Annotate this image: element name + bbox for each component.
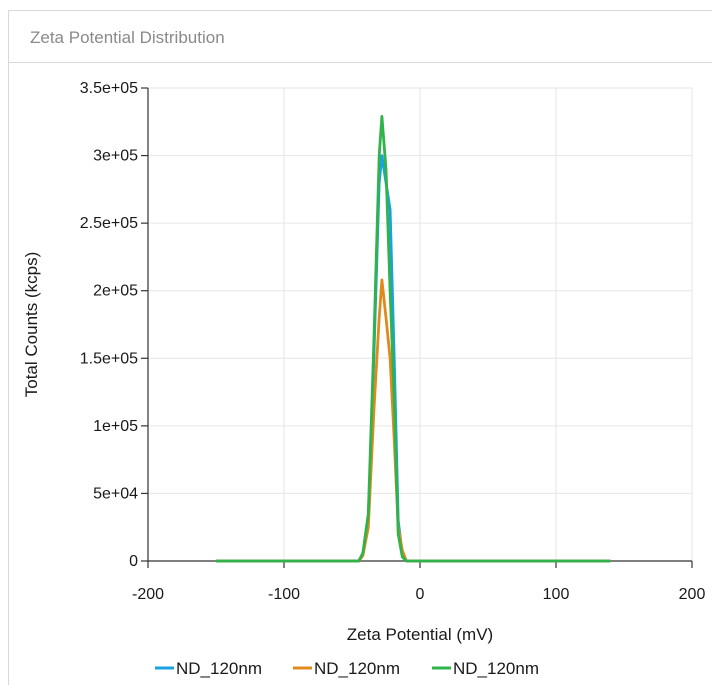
legend-item-3[interactable]: ND_120nm [432, 659, 539, 678]
x-axis-title: Zeta Potential (mV) [347, 625, 493, 644]
chart-panel: Zeta Potential Distribution [8, 10, 712, 685]
legend-item-1[interactable]: ND_120nm [155, 659, 262, 678]
legend-label: ND_120nm [176, 659, 262, 678]
panel-title: Zeta Potential Distribution [30, 28, 225, 47]
series-layer [216, 115, 611, 563]
label-layer: Zeta Potential (mV) Total Counts (kcps) … [22, 80, 705, 644]
x-tick-label: -100 [268, 586, 300, 603]
legend-label: ND_120nm [314, 659, 400, 678]
y-axis-title: Total Counts (kcps) [22, 252, 41, 398]
series-line-3 [216, 115, 611, 563]
legend[interactable]: ND_120nm ND_120nm ND_120nm [155, 659, 539, 678]
y-tick-label: 2e+05 [93, 283, 138, 300]
y-tick-label: 0 [129, 553, 138, 570]
axes-layer [141, 87, 693, 568]
x-tick-label: -200 [132, 586, 164, 603]
y-tick-label: 1e+05 [93, 418, 138, 435]
panel-header: Zeta Potential Distribution [9, 11, 712, 63]
x-tick-label: 0 [416, 586, 425, 603]
y-tick-label: 2.5e+05 [80, 215, 138, 232]
series-line-2 [216, 278, 611, 563]
legend-item-2[interactable]: ND_120nm [293, 659, 400, 678]
y-tick-label: 1.5e+05 [80, 350, 138, 367]
legend-label: ND_120nm [453, 659, 539, 678]
grid-layer [148, 87, 693, 561]
y-tick-label: 5e+04 [93, 485, 138, 502]
x-tick-label: 100 [543, 586, 570, 603]
y-tick-label: 3.5e+05 [80, 80, 138, 97]
y-tick-label: 3e+05 [93, 148, 138, 165]
x-tick-label: 200 [679, 586, 706, 603]
